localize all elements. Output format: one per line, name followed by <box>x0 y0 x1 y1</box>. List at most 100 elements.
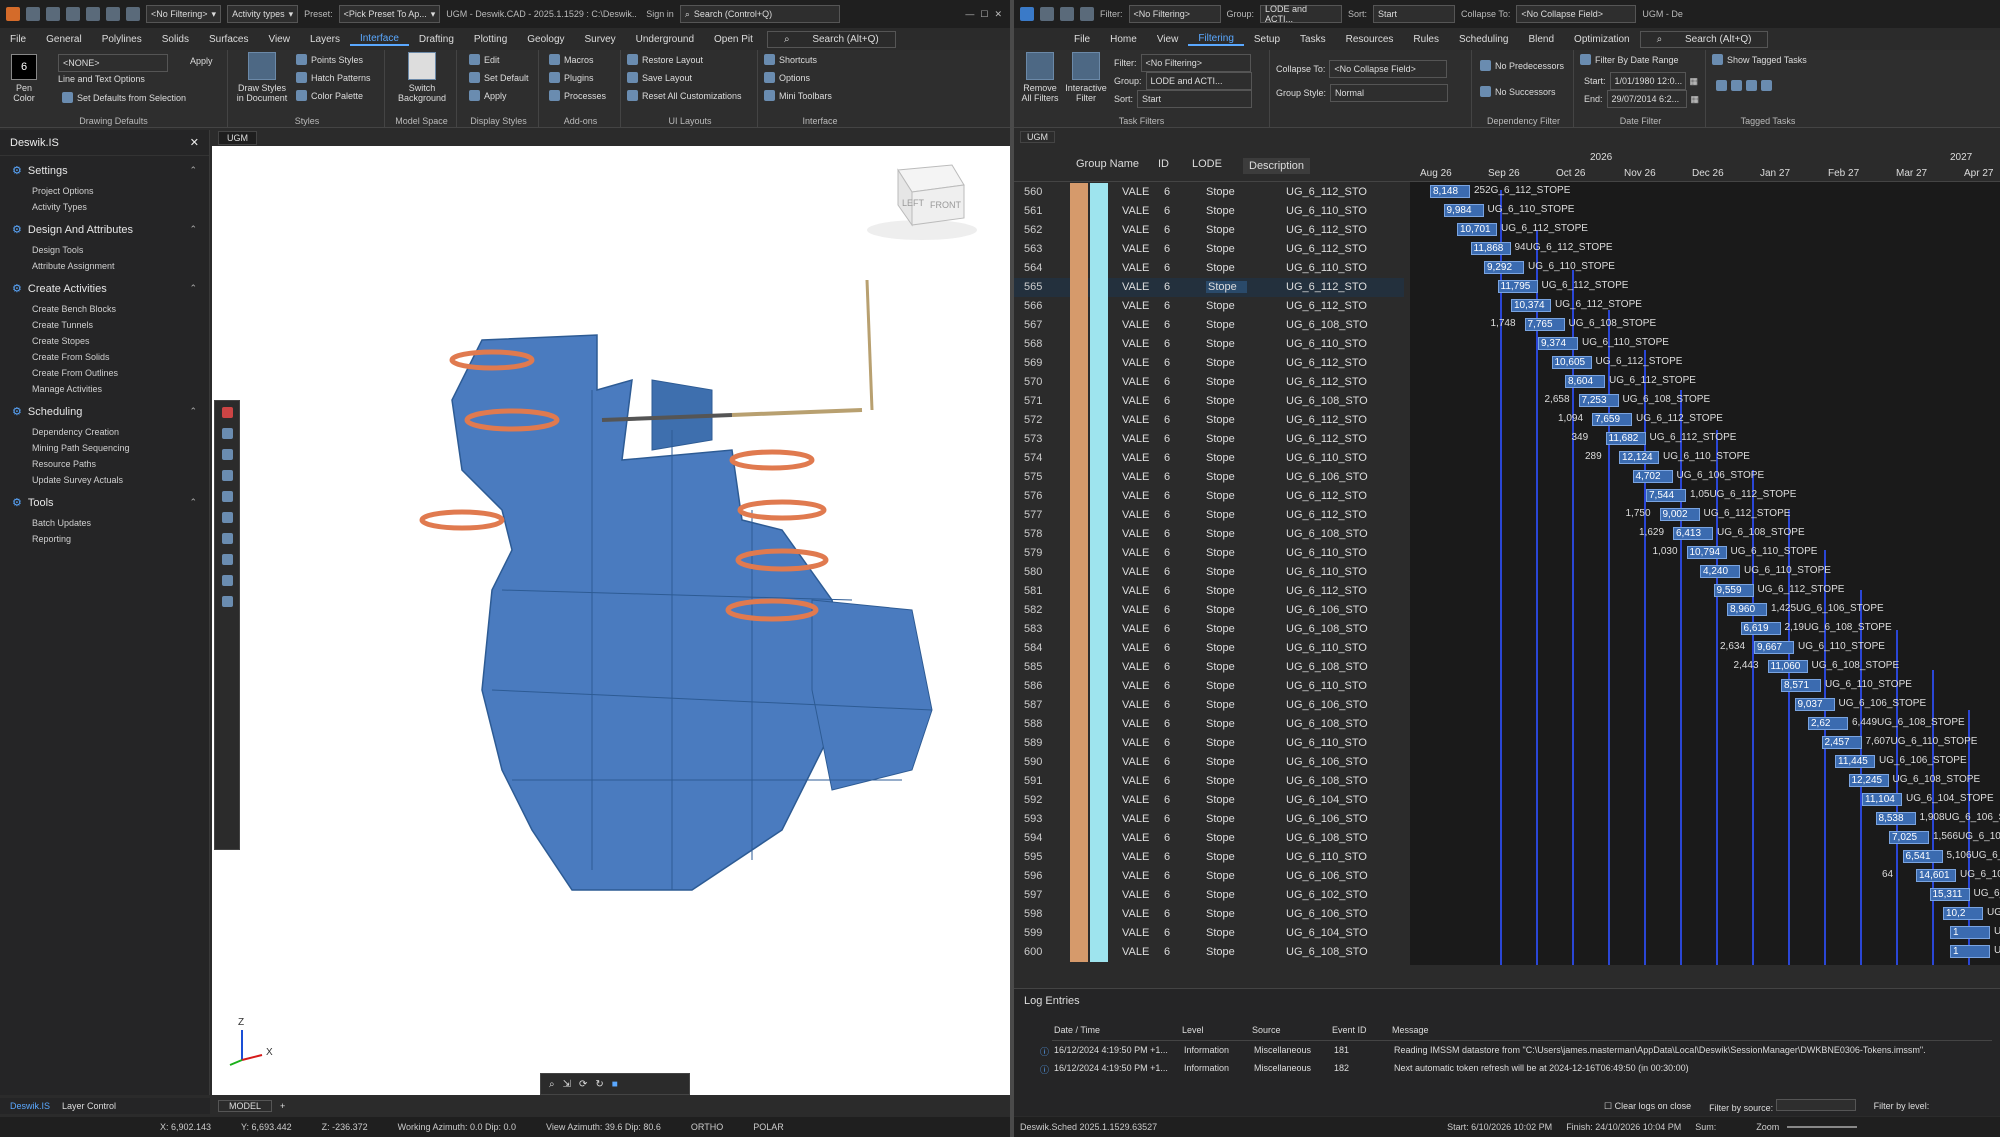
search-box[interactable]: ⌕ Search (Alt+Q) <box>1639 30 1769 48</box>
gantt-bar[interactable]: 10,605 <box>1551 356 1592 369</box>
new-icon[interactable] <box>26 7 40 21</box>
gantt-bar[interactable]: 14,601 <box>1916 869 1956 882</box>
view-cube-icon[interactable]: ■ <box>611 1078 618 1090</box>
interactive-filter-button[interactable]: Interactive Filter <box>1064 52 1108 103</box>
pan-icon[interactable]: ⇲ <box>562 1078 571 1090</box>
menu-rules[interactable]: Rules <box>1413 33 1439 45</box>
table-row[interactable]: 567 VALE 6 Stope UG_6_108_STO <box>1014 316 1404 335</box>
gantt-bar[interactable]: 9,002 <box>1659 508 1700 521</box>
redo-icon[interactable] <box>126 7 140 21</box>
table-row[interactable]: 583 VALE 6 Stope UG_6_108_STO <box>1014 620 1404 639</box>
gantt-bar[interactable]: 6,413 <box>1673 527 1713 540</box>
gantt-bar[interactable]: 2,457 <box>1821 736 1862 749</box>
menu-polylines[interactable]: Polylines <box>101 33 142 45</box>
table-row[interactable]: 598 VALE 6 Stope UG_6_106_STO <box>1014 905 1404 924</box>
section-header[interactable]: ⚙ Tools ⌃ <box>12 496 197 510</box>
ribbon-filter[interactable]: Filter: <No Filtering> <box>1114 54 1251 72</box>
collapse-icon[interactable]: ⌃ <box>189 406 197 416</box>
ortho-toggle[interactable]: ORTHO <box>690 1122 724 1132</box>
gantt-bar[interactable]: 10,374 <box>1511 299 1551 312</box>
save-layout-button[interactable]: Save Layout <box>627 72 692 83</box>
filter-by-source[interactable]: Filter by source: <box>1709 1099 1856 1113</box>
macros-button[interactable]: Macros <box>549 54 594 65</box>
section-item[interactable]: Mining Path Sequencing <box>32 443 130 453</box>
menu-openpit[interactable]: Open Pit <box>714 33 753 45</box>
menu-file[interactable]: File <box>1074 33 1091 45</box>
collapse-icon[interactable]: ⌃ <box>189 283 197 293</box>
gantt-bar[interactable]: 10,2 <box>1943 907 1983 920</box>
gantt-bar[interactable]: 10,794 <box>1686 546 1727 559</box>
save-icon[interactable] <box>66 7 80 21</box>
table-row[interactable]: 573 VALE 6 Stope UG_6_112_STO <box>1014 430 1404 449</box>
collapse-dropdown[interactable]: <No Collapse Field> <box>1516 5 1637 23</box>
gantt-bar[interactable]: 11,795 <box>1497 280 1538 293</box>
gantt-chart[interactable]: 2026 2027 Aug 26 Sep 26 Oct 26 Nov 26 Dec 26… <box>1410 150 2000 965</box>
menu-home[interactable]: Home <box>1110 33 1137 45</box>
gantt-bar[interactable]: 1 <box>1950 945 1990 958</box>
calendar-icon[interactable]: ▦ <box>1690 93 1700 104</box>
section-item[interactable]: Create Stopes <box>32 336 90 346</box>
menu-scheduling[interactable]: Scheduling <box>1458 33 1509 45</box>
undo-icon[interactable] <box>106 7 120 21</box>
lock-icon[interactable] <box>221 596 233 607</box>
tab-model[interactable]: MODEL <box>218 1100 273 1112</box>
filter-by-level[interactable]: Filter by level: <box>1873 1101 1930 1111</box>
draw-styles-button[interactable]: Draw Styles in Document <box>234 52 290 103</box>
menu-solids[interactable]: Solids <box>161 33 189 45</box>
gantt-bar[interactable]: 1 <box>1950 926 1990 939</box>
maximize-button[interactable]: ☐ <box>980 8 989 19</box>
menu-optimization[interactable]: Optimization <box>1574 33 1630 45</box>
gantt-bar[interactable]: 8,148 <box>1430 185 1470 198</box>
ribbon-group[interactable]: Group: LODE and ACTI... <box>1114 72 1252 90</box>
options-button[interactable]: Options <box>764 72 810 83</box>
menu-surfaces[interactable]: Surfaces <box>208 33 249 45</box>
color-palette-button[interactable]: Color Palette <box>296 90 363 101</box>
table-row[interactable]: 588 VALE 6 Stope UG_6_108_STO <box>1014 715 1404 734</box>
table-row[interactable]: 589 VALE 6 Stope UG_6_110_STO <box>1014 734 1404 753</box>
tab-deswik-is[interactable]: Deswik.IS <box>10 1101 51 1111</box>
collapse-icon[interactable]: ⌃ <box>189 497 197 507</box>
gantt-bar[interactable]: 8,571 <box>1781 679 1821 692</box>
menu-view[interactable]: View <box>268 33 290 45</box>
rotate-icon[interactable]: ⟳ <box>579 1078 588 1090</box>
table-row[interactable]: 561 VALE 6 Stope UG_6_110_STO <box>1014 202 1404 221</box>
gantt-bar[interactable]: 9,984 <box>1443 204 1484 217</box>
section-header[interactable]: ⚙ Design And Attributes ⌃ <box>12 223 197 237</box>
search-input[interactable]: ⌕ Search (Control+Q) <box>679 5 840 23</box>
filter-dropdown[interactable]: <No Filtering> ▾ <box>146 5 222 23</box>
gantt-bar[interactable]: 11,868 <box>1470 242 1511 255</box>
section-item[interactable]: Design Tools <box>32 245 84 255</box>
gantt-bar[interactable]: 7,659 <box>1592 413 1632 426</box>
table-row[interactable]: 592 VALE 6 Stope UG_6_104_STO <box>1014 791 1404 810</box>
gantt-bar[interactable]: 12,124 <box>1619 451 1659 464</box>
activity-types-dropdown[interactable]: Activity types ▾ <box>227 5 299 23</box>
gantt-bar[interactable]: 15,311 <box>1929 888 1970 901</box>
undo-icon[interactable] <box>1060 7 1074 21</box>
zoom-icon[interactable]: ⌕ <box>549 1078 555 1090</box>
table-row[interactable]: 560 VALE 6 Stope UG_6_112_STO <box>1014 183 1404 202</box>
menu-drafting[interactable]: Drafting <box>418 33 454 45</box>
remove-all-filters-button[interactable]: Remove All Filters <box>1018 52 1062 103</box>
grid-icon[interactable] <box>221 575 233 586</box>
no-snap-icon[interactable] <box>221 407 233 418</box>
section-item[interactable]: Create Bench Blocks <box>32 304 117 314</box>
tag-prev-icon[interactable] <box>1746 80 1757 91</box>
gantt-bar[interactable]: 9,292 <box>1484 261 1524 274</box>
mini-toolbars-button[interactable]: Mini Toolbars <box>764 90 832 101</box>
pen-color-button[interactable]: 6 Pen Color <box>6 54 42 103</box>
set-defaults-button[interactable]: Set Defaults from Selection <box>62 92 186 103</box>
gantt-bar[interactable]: 11,104 <box>1862 793 1902 806</box>
gantt-bar[interactable]: 11,682 <box>1605 432 1646 445</box>
switch-background-button[interactable]: Switch Background <box>393 52 451 103</box>
gantt-bar[interactable]: 11,445 <box>1835 755 1875 768</box>
menu-plotting[interactable]: Plotting <box>473 33 508 45</box>
preset-dropdown[interactable]: <Pick Preset To Ap... ▾ <box>338 5 441 23</box>
table-row[interactable]: 600 VALE 6 Stope UG_6_108_STO <box>1014 943 1404 962</box>
collapse-icon[interactable]: ⌃ <box>189 165 197 175</box>
gantt-bar[interactable]: 11,060 <box>1767 660 1808 673</box>
none-dropdown[interactable]: <NONE> <box>58 54 168 72</box>
section-item[interactable]: Dependency Creation <box>32 427 120 437</box>
ribbon-sort[interactable]: Sort: Start <box>1114 90 1253 108</box>
calendar-icon[interactable]: ▦ <box>1689 75 1699 86</box>
edit-button[interactable]: Edit <box>469 54 500 65</box>
